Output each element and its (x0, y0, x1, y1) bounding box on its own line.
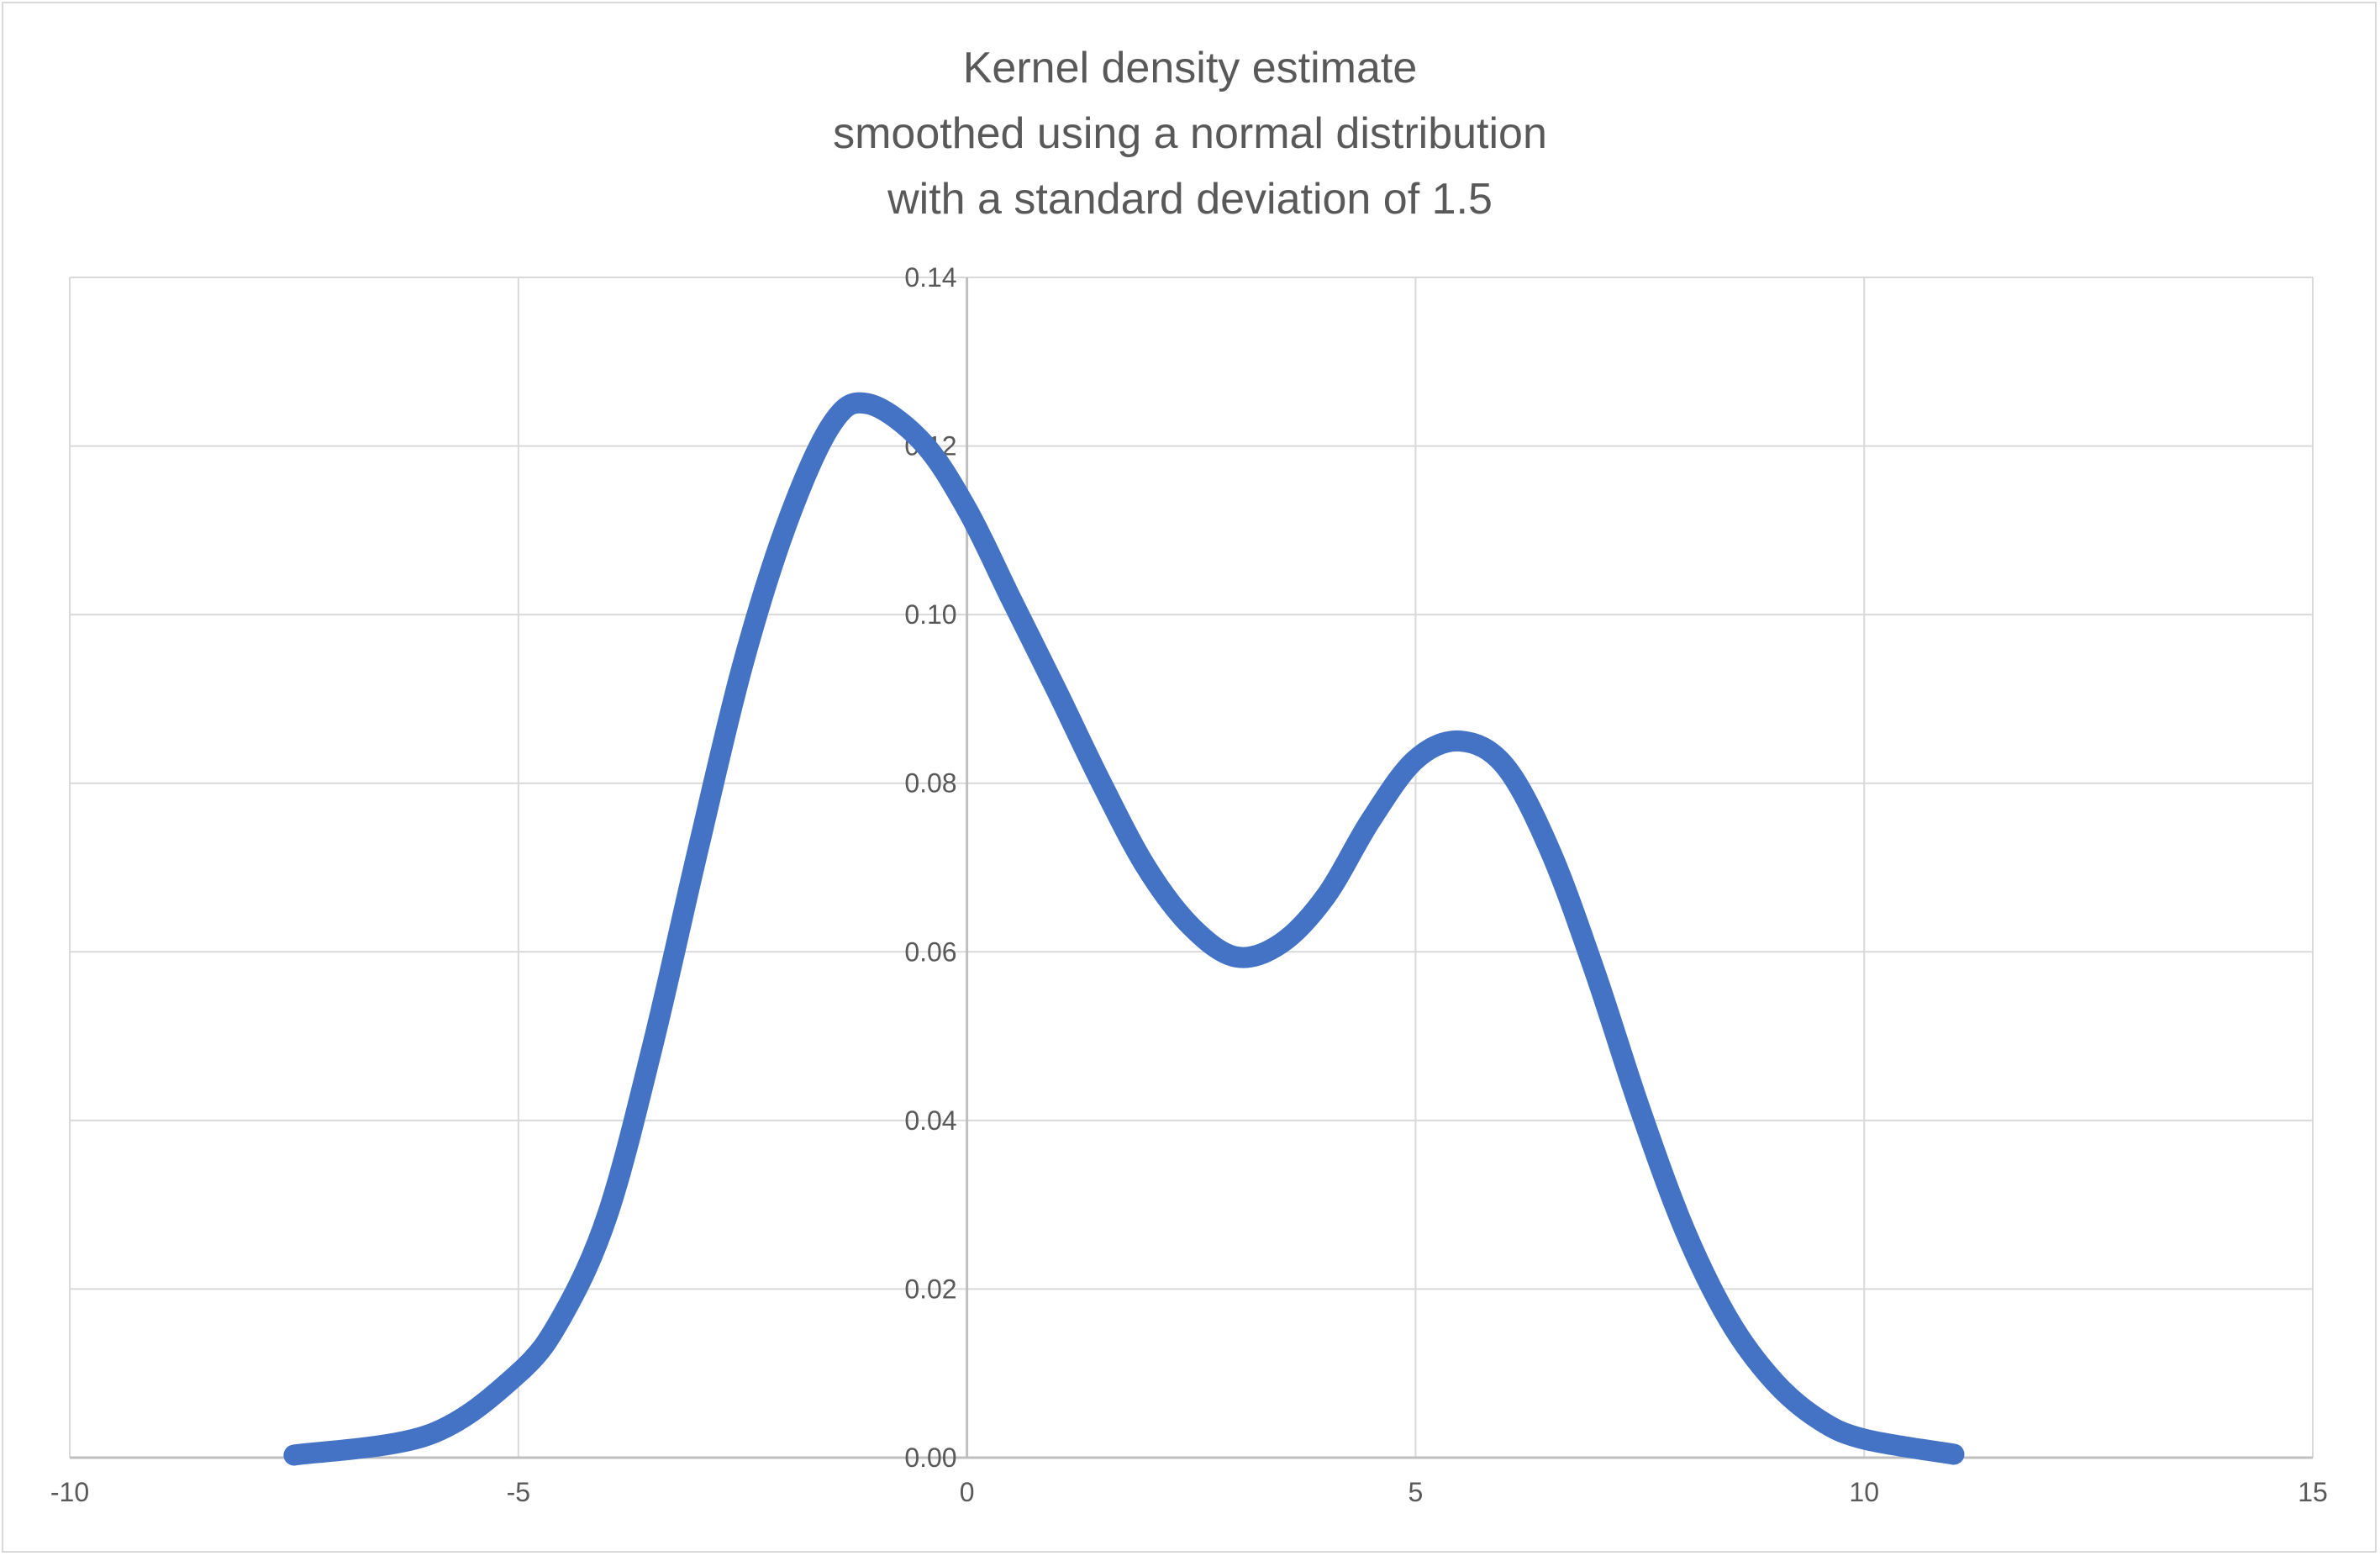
y-tick-label: 0.08 (904, 768, 956, 799)
y-tick-label: 0.02 (904, 1274, 956, 1304)
chart-title-line-2: smoothed using a normal distribution (833, 109, 1547, 158)
x-tick-label: -10 (50, 1477, 89, 1507)
x-tick-label: -5 (507, 1477, 530, 1507)
chart-title-line-1: Kernel density estimate (963, 44, 1418, 92)
x-tick-label: 15 (2298, 1477, 2328, 1507)
y-tick-label: 0.10 (904, 599, 956, 630)
x-tick-label: 0 (960, 1477, 975, 1507)
chart-title-line-3: with a standard deviation of 1.5 (887, 175, 1493, 224)
y-tick-label: 0.00 (904, 1443, 956, 1473)
y-tick-label: 0.14 (904, 262, 956, 293)
x-tick-label: 5 (1409, 1477, 1424, 1507)
x-tick-label: 10 (1849, 1477, 1879, 1507)
density-line (283, 392, 1965, 1466)
y-tick-label: 0.04 (904, 1105, 956, 1136)
y-tick-label: 0.06 (904, 936, 956, 967)
